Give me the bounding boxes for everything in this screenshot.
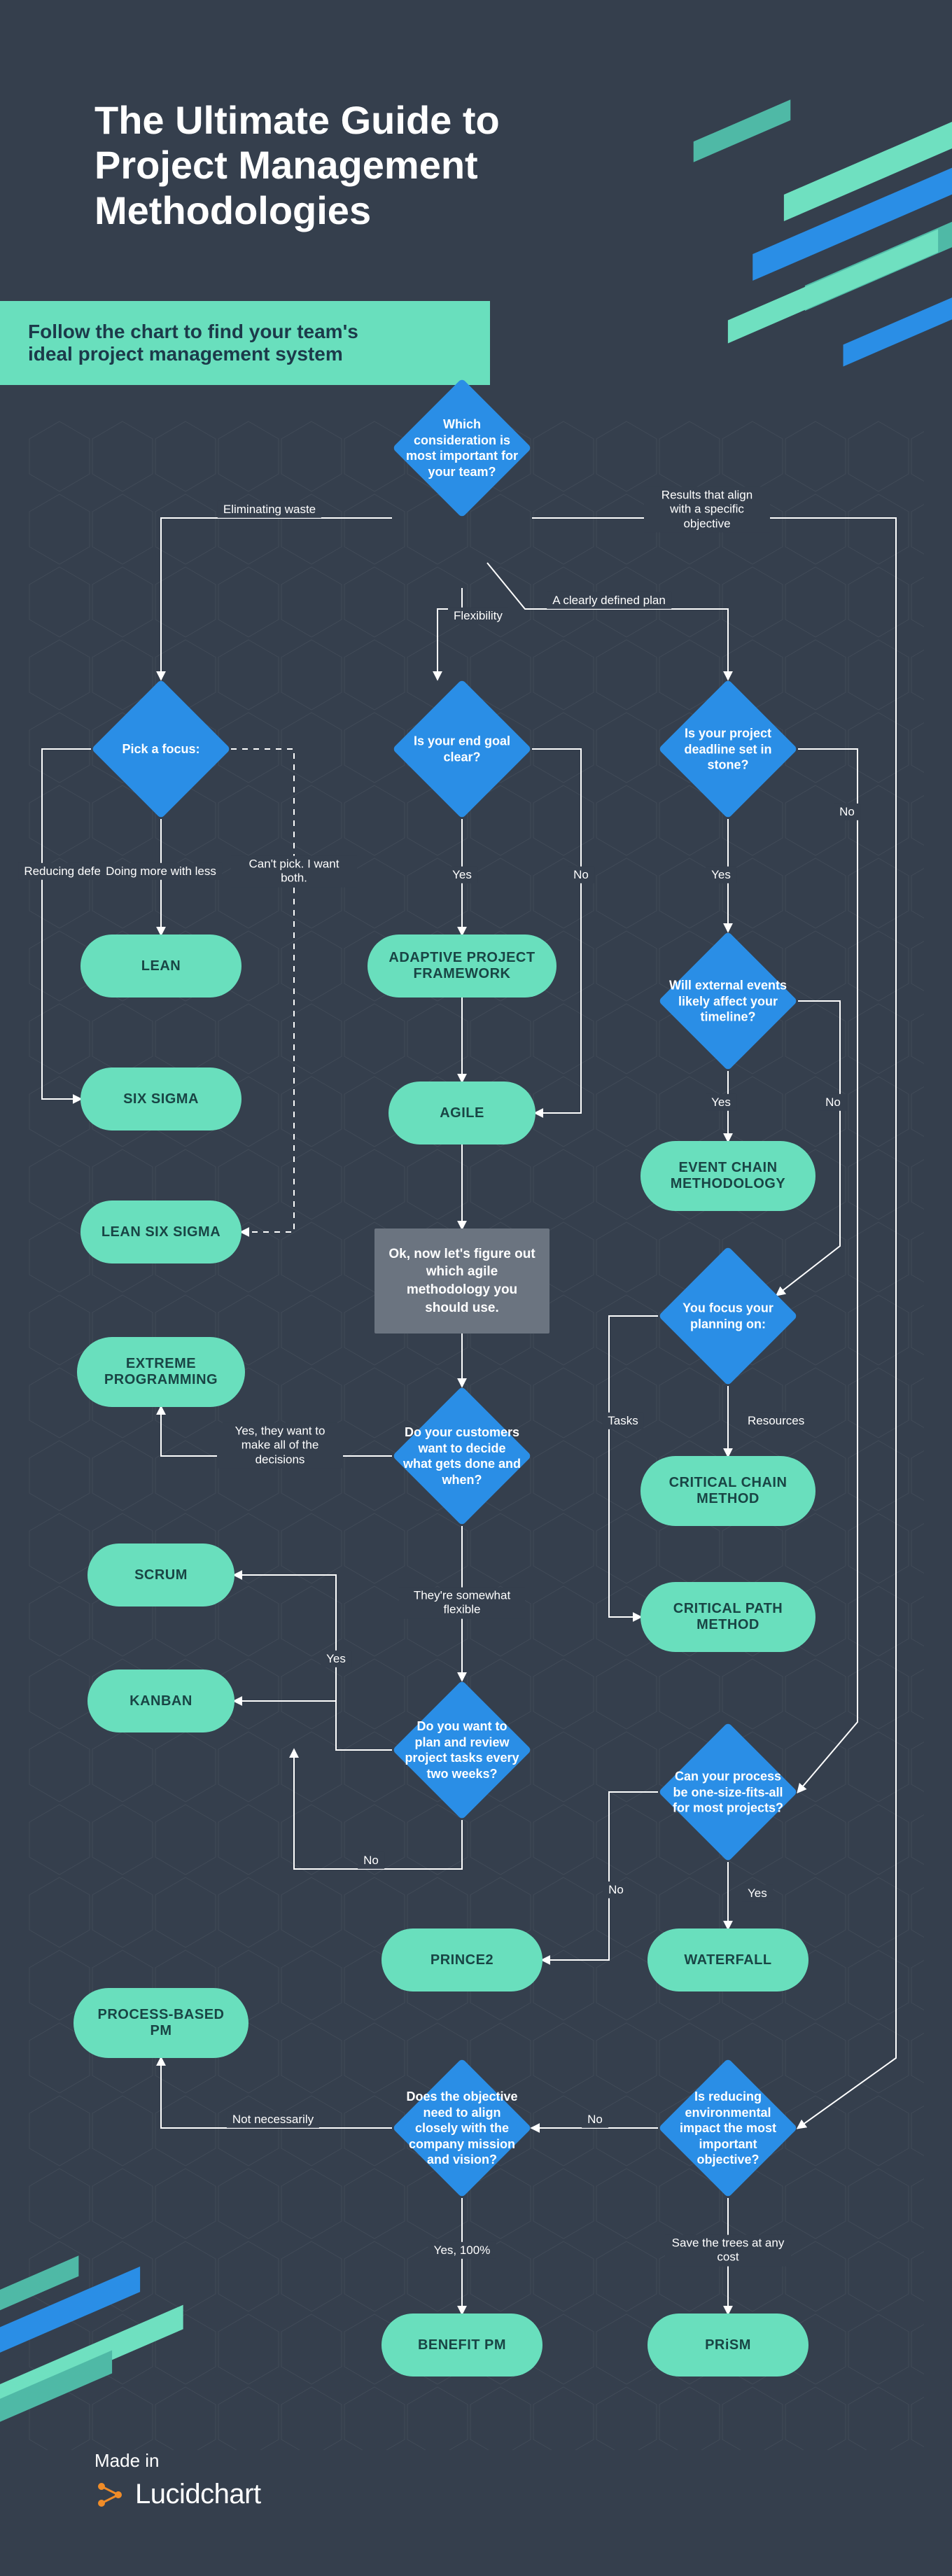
edge-label: Resources [742,1413,810,1429]
decision-q_start: Which consideration is most important fo… [392,378,532,518]
q_env-label: Is reducing environmental impact the mos… [668,2089,788,2168]
q_start-label: Which consideration is most important fo… [402,416,522,479]
q_twoweeks-label: Do you want to plan and review project t… [402,1718,522,1782]
result-r_adaptive: ADAPTIVE PROJECT FRAMEWORK [368,934,556,997]
edge-label: Yes [742,1885,773,1902]
edge-label: Yes [706,1094,736,1111]
edge-label: No [358,1852,384,1869]
edge-label: Yes, they want to make all of the decisi… [217,1422,343,1468]
result-r_scrum: SCRUM [88,1544,234,1606]
result-r_waterfall: WATERFALL [648,1928,808,1991]
result-r_prism: PRiSM [648,2314,808,2376]
edge-label: Results that align with a specific objec… [644,486,770,532]
brand-name: Lucidchart [135,2479,261,2510]
edge-label: Eliminating waste [218,501,321,518]
result-r_benefitpm: BENEFIT PM [382,2314,542,2376]
edge-label: A clearly defined plan [547,592,671,609]
decision-q_planning: You focus your planning on: [658,1246,798,1386]
note-note_agile: Ok, now let's figure out which agile met… [374,1228,550,1334]
decision-q_twoweeks: Do you want to plan and review project t… [392,1680,532,1820]
edge-label: Not necessarily [227,2111,319,2128]
subtitle-banner: Follow the chart to find your team'sidea… [0,301,490,385]
edge-label: Doing more with less [100,863,222,880]
subtitle-text: Follow the chart to find your team'sidea… [28,321,358,365]
result-r_prince2: PRINCE2 [382,1928,542,1991]
edge-label: Save the trees at any cost [665,2235,791,2267]
deco-stripe [844,274,952,366]
q_focus-label: Pick a focus: [102,741,220,757]
result-r_xp: EXTREME PROGRAMMING [77,1337,245,1407]
edge-label: Yes [321,1651,351,1667]
result-r_processpm: PROCESS-BASED PM [74,1988,248,2058]
edge-label: Yes [447,867,477,883]
edge-label: No [568,867,594,883]
result-r_critpath: CRITICAL PATH METHOD [640,1582,816,1652]
q_onesize-label: Can your process be one-size-fits-all fo… [668,1768,788,1816]
decision-q_customers: Do your customers want to decide what ge… [392,1386,532,1526]
decision-q_endgoal: Is your end goal clear? [392,679,532,819]
result-r_sixsigma: SIX SIGMA [80,1068,241,1130]
result-r_leansix: LEAN SIX SIGMA [80,1200,241,1264]
made-in-label: Made in [94,2450,261,2472]
edge-label: Yes, 100% [428,2242,496,2259]
edge-label: Can't pick. I want both. [231,856,357,888]
decision-q_onesize: Can your process be one-size-fits-all fo… [658,1722,798,1862]
lucidchart-icon [94,2479,125,2510]
brand-logo: Lucidchart [94,2479,261,2510]
edge-label: They're somewhat flexible [399,1588,525,1619]
decision-q_align: Does the objective need to align closely… [392,2058,532,2198]
result-r_kanban: KANBAN [88,1670,234,1732]
edge-label: No [582,2111,608,2128]
edge-label: No [820,1094,846,1111]
q_customers-label: Do your customers want to decide what ge… [402,1424,522,1488]
result-r_eventchain: EVENT CHAIN METHODOLOGY [640,1141,816,1211]
result-r_critchain: CRITICAL CHAIN METHOD [640,1456,816,1526]
edge-label: Yes [706,867,736,883]
deco-stripe [694,99,791,162]
result-r_agile: AGILE [388,1082,536,1144]
footer: Made in Lucidchart [94,2450,261,2510]
edge-label: No [603,1882,629,1898]
q_external-label: Will external events likely affect your … [668,977,788,1025]
q_endgoal-label: Is your end goal clear? [402,734,522,765]
edge-label: Flexibility [448,608,508,624]
decision-q_external: Will external events likely affect your … [658,931,798,1071]
result-r_lean: LEAN [80,934,241,997]
decision-q_focus: Pick a focus: [91,679,231,819]
page-title: The Ultimate Guide toProject ManagementM… [94,98,500,233]
q_deadline-label: Is your project deadline set in stone? [668,725,788,773]
edge-label: No [834,804,860,820]
flowchart-canvas: The Ultimate Guide toProject ManagementM… [0,0,952,2576]
decision-q_env: Is reducing environmental impact the mos… [658,2058,798,2198]
q_planning-label: You focus your planning on: [668,1301,788,1332]
decision-q_deadline: Is your project deadline set in stone? [658,679,798,819]
q_align-label: Does the objective need to align closely… [402,2089,522,2168]
edge-label: Tasks [602,1413,643,1429]
